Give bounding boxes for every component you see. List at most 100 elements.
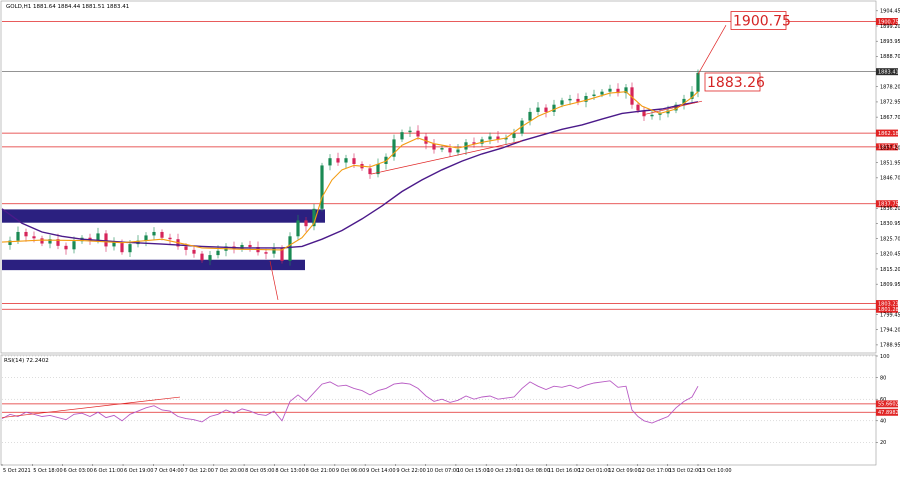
level-tag-bg xyxy=(876,305,898,313)
candle-body xyxy=(40,238,44,244)
x-tick-label: 9 Oct 22:00 xyxy=(396,468,425,474)
y-tick-label: 1836.20 xyxy=(880,206,900,212)
x-tick-label: 12 Oct 01:00 xyxy=(578,468,611,474)
candle-body xyxy=(64,245,68,250)
rsi-level-tag-bg xyxy=(876,408,898,416)
x-tick-label: 9 Oct 06:00 xyxy=(336,468,365,474)
rsi-level-tag-label: 47.8982 xyxy=(878,410,899,416)
price-callout-label: 1883.26 xyxy=(707,75,765,91)
candle-body xyxy=(16,231,20,241)
rsi-trend-line xyxy=(1,396,181,418)
candle-body xyxy=(424,136,428,144)
x-tick-label: 7 Oct 20:00 xyxy=(215,468,244,474)
candle-body xyxy=(296,220,300,237)
candle-body xyxy=(320,165,324,209)
x-tick-label: 8 Oct 21:00 xyxy=(306,468,335,474)
ema-slow-line xyxy=(1,101,699,249)
level-tag-label: 1801.28 xyxy=(878,307,899,313)
candle-body xyxy=(576,98,580,102)
ema-fast-line xyxy=(1,91,699,251)
y-tick-label: 1878.20 xyxy=(880,85,900,91)
x-tick-label: 8 Oct 05:00 xyxy=(245,468,274,474)
x-tick-label: 5 Oct 2021 xyxy=(3,468,31,474)
candle-body xyxy=(472,142,476,144)
current-price-tag-bg xyxy=(876,68,898,76)
candle-body xyxy=(504,137,508,140)
candle-body xyxy=(128,244,132,253)
symbol-info: GOLD,H1 1881.64 1884.44 1881.51 1883.41 xyxy=(6,4,129,10)
y-tick-label: 1893.95 xyxy=(880,39,900,45)
rsi-tick-label: 20 xyxy=(880,440,886,446)
level-tag-bg xyxy=(876,129,898,137)
candle-body xyxy=(376,163,380,175)
level-tag-label: 1862.18 xyxy=(878,131,899,137)
x-tick-label: 13 Oct 10:00 xyxy=(699,468,732,474)
level-tag: 1862.18 xyxy=(876,129,899,137)
candle-body xyxy=(344,158,348,163)
price-callout-box xyxy=(704,72,761,92)
x-tick-label: 8 Oct 13:00 xyxy=(275,468,304,474)
level-tag: 1801.28 xyxy=(876,305,899,313)
level-tag-bg xyxy=(876,18,898,26)
candle-body xyxy=(496,136,500,140)
level-tag: 1803.23 xyxy=(876,300,899,307)
y-tick-label: 1815.20 xyxy=(880,267,900,273)
candle-body xyxy=(696,72,700,92)
rsi-level-tag: 55.6602 xyxy=(876,400,899,408)
y-tick-label: 1788.95 xyxy=(880,343,900,349)
y-tick-label: 1872.95 xyxy=(880,100,900,106)
x-tick-label: 13 Oct 02:00 xyxy=(669,468,702,474)
candle-body xyxy=(272,247,276,254)
candle-body xyxy=(528,111,532,121)
candle-body xyxy=(192,249,196,254)
candle-body xyxy=(248,244,252,247)
zone-rect xyxy=(2,259,305,271)
candle-body xyxy=(658,113,662,115)
candle-body xyxy=(674,104,678,111)
y-tick-label: 1799.45 xyxy=(880,312,900,318)
candle-body xyxy=(368,168,372,175)
candle-body xyxy=(488,136,492,140)
level-tag-label: 1803.23 xyxy=(878,301,899,307)
level-tag-label: 1900.75 xyxy=(878,19,899,25)
level-tag-bg xyxy=(876,200,898,208)
candle-body xyxy=(636,104,640,111)
y-tick-label: 1809.95 xyxy=(880,282,900,288)
candle-body xyxy=(600,91,604,95)
level-tag: 1837.75 xyxy=(876,200,899,208)
zone-rect xyxy=(2,209,325,223)
candle-body xyxy=(144,235,148,241)
candle-body xyxy=(48,239,52,244)
rsi-level-tag-bg xyxy=(876,400,898,408)
candle-body xyxy=(32,236,36,239)
x-tick-label: 7 Oct 04:00 xyxy=(154,468,183,474)
candle-body xyxy=(432,143,436,150)
candle-body xyxy=(690,91,694,99)
rsi-tick-label: 100 xyxy=(880,354,890,360)
trend-line xyxy=(642,100,703,116)
candle-body xyxy=(650,114,654,117)
candle-body xyxy=(280,247,284,261)
candle-body xyxy=(568,98,572,101)
price-callout: 1883.26 xyxy=(704,72,765,92)
level-tag-bg xyxy=(876,300,898,308)
candle-body xyxy=(240,244,244,250)
x-tick-label: 10 Oct 07:00 xyxy=(427,468,460,474)
candle-body xyxy=(8,240,12,245)
candle-body xyxy=(168,237,172,240)
current-price-tag-label: 1883.41 xyxy=(878,69,899,75)
candle-body xyxy=(72,241,76,250)
y-tick-label: 1794.20 xyxy=(880,328,900,334)
candle-body xyxy=(288,236,292,261)
rsi-tick-label: 40 xyxy=(880,419,886,425)
rsi-level-tag: 47.8982 xyxy=(876,408,899,416)
y-tick-label: 1830.95 xyxy=(880,221,900,227)
candle-body xyxy=(304,220,308,227)
y-tick-label: 1904.45 xyxy=(880,9,900,15)
x-tick-label: 7 Oct 12:00 xyxy=(185,468,214,474)
candle-body xyxy=(666,110,670,114)
x-tick-label: 10 Oct 15:00 xyxy=(457,468,490,474)
candle-body xyxy=(592,94,596,97)
